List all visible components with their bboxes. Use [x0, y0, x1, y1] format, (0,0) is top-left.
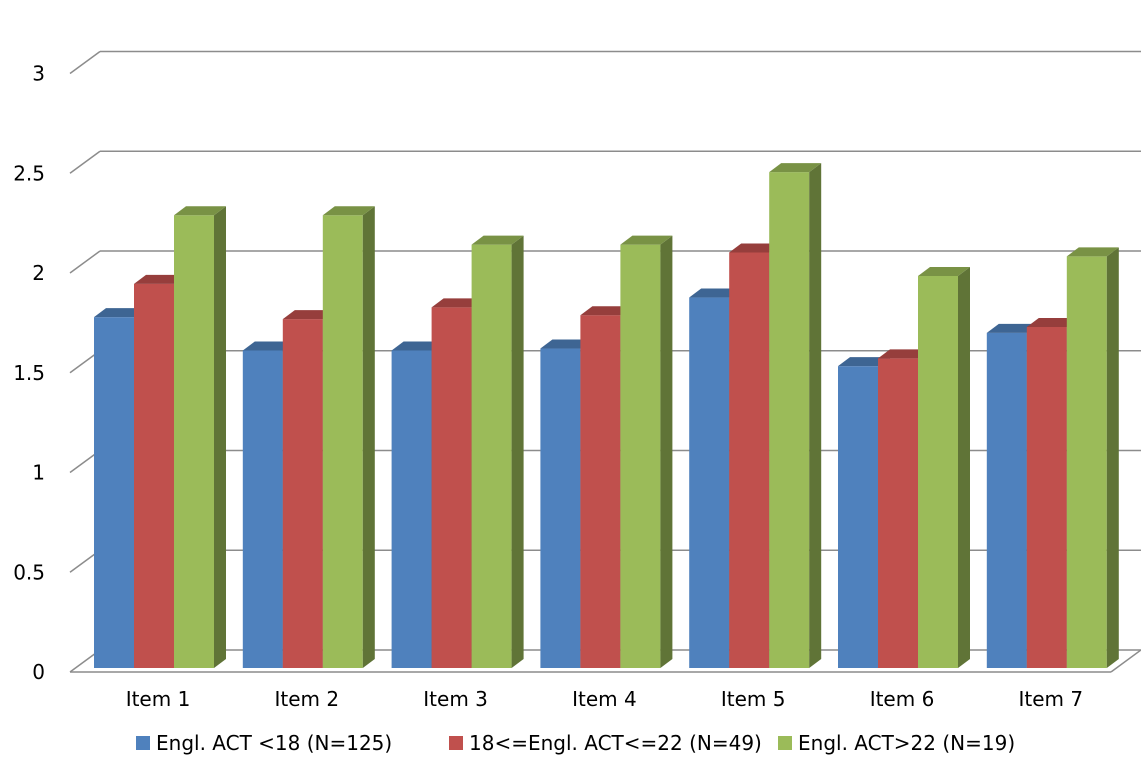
- bar-top: [620, 235, 673, 245]
- bar-top: [134, 274, 186, 284]
- bar-top: [282, 310, 335, 320]
- bar-top: [1066, 247, 1119, 257]
- bar-side: [809, 163, 822, 668]
- bar-front: [471, 244, 512, 668]
- bar-front: [540, 348, 581, 668]
- x-tick-label: Item 5: [721, 687, 786, 711]
- bar-top: [391, 341, 444, 351]
- floor-diagonal: [1110, 649, 1141, 673]
- bar-top: [878, 349, 930, 359]
- legend-item: 18<=Engl. ACT<=22 (N=49): [449, 731, 762, 755]
- legend-label: Engl. ACT <18 (N=125): [156, 731, 392, 755]
- x-axis: Item 1 Item 2 Item 3 Item 4 Item 5 Item 6 Item…: [126, 687, 1083, 711]
- bar-front: [986, 332, 1027, 668]
- bar-top: [1026, 317, 1079, 327]
- bar-front: [174, 215, 214, 669]
- bar-front: [918, 276, 958, 668]
- bar-front: [431, 307, 472, 668]
- y-tick-label: 1: [32, 461, 45, 485]
- bar: [918, 267, 970, 668]
- bars: [94, 163, 1119, 669]
- bar-top: [769, 163, 822, 173]
- bar-top: [918, 267, 970, 276]
- bar: [471, 235, 524, 668]
- legend-swatch: [449, 736, 463, 750]
- bar-front: [838, 366, 878, 668]
- bar-front: [391, 350, 432, 668]
- bar: [769, 163, 822, 668]
- y-tick-label: 0.5: [13, 560, 45, 584]
- x-tick-label: Item 2: [274, 687, 339, 711]
- bar-top: [94, 308, 146, 318]
- bar-side: [362, 206, 375, 669]
- grid-diagonal: [69, 250, 101, 274]
- bar-top: [986, 323, 1039, 333]
- bar-front: [94, 317, 134, 668]
- bar-side: [511, 235, 524, 668]
- bar: [174, 206, 226, 669]
- bar-front: [322, 215, 363, 669]
- x-tick-label: Item 3: [423, 687, 488, 711]
- bar-top: [540, 339, 593, 349]
- bar-top: [580, 306, 633, 316]
- y-tick-label: 2.5: [13, 161, 45, 185]
- legend-item: Engl. ACT <18 (N=125): [136, 731, 392, 755]
- bar-front: [580, 315, 621, 668]
- bar-side: [1106, 247, 1119, 668]
- legend-swatch: [136, 736, 150, 750]
- legend-item: Engl. ACT>22 (N=19): [778, 731, 1015, 755]
- bar-top: [174, 206, 226, 216]
- bar-front: [134, 283, 174, 668]
- bar-side: [958, 267, 970, 668]
- y-tick-label: 0: [32, 660, 45, 684]
- x-tick-label: Item 7: [1018, 687, 1083, 711]
- y-axis: 0 0.5 1 1.5 2 2.5 3: [13, 62, 45, 685]
- grid-diagonal: [69, 50, 101, 75]
- x-tick-label: Item 6: [870, 687, 935, 711]
- bar-top: [322, 206, 375, 216]
- bar-front: [878, 358, 918, 668]
- bar-front: [242, 350, 283, 668]
- grid-diagonal: [69, 150, 101, 174]
- y-tick-label: 1.5: [13, 361, 45, 385]
- bar-side: [660, 235, 673, 668]
- bar-top: [689, 288, 742, 298]
- bar-top: [471, 235, 524, 245]
- y-tick-label: 2: [32, 261, 45, 285]
- bar: [322, 206, 375, 669]
- bar-front: [769, 172, 810, 668]
- legend-label: Engl. ACT>22 (N=19): [798, 731, 1015, 755]
- bar: [1066, 247, 1119, 668]
- x-tick-label: Item 1: [126, 687, 191, 711]
- bar-top: [431, 298, 484, 308]
- bar-top: [729, 243, 782, 253]
- bar-front: [689, 297, 730, 668]
- legend: Engl. ACT <18 (N=125) 18<=Engl. ACT<=22 (…: [136, 731, 1015, 755]
- bar-top: [838, 357, 890, 367]
- bar-front: [729, 252, 770, 669]
- bar-front: [282, 319, 323, 668]
- legend-swatch: [778, 736, 792, 750]
- legend-label: 18<=Engl. ACT<=22 (N=49): [469, 731, 762, 755]
- bar-front: [1066, 256, 1107, 668]
- x-tick-label: Item 4: [572, 687, 637, 711]
- bar-front: [620, 244, 661, 668]
- bar-side: [214, 206, 226, 669]
- bar: [620, 235, 673, 668]
- bar-top: [242, 341, 295, 351]
- bar-front: [1026, 326, 1067, 668]
- y-tick-label: 3: [32, 62, 45, 86]
